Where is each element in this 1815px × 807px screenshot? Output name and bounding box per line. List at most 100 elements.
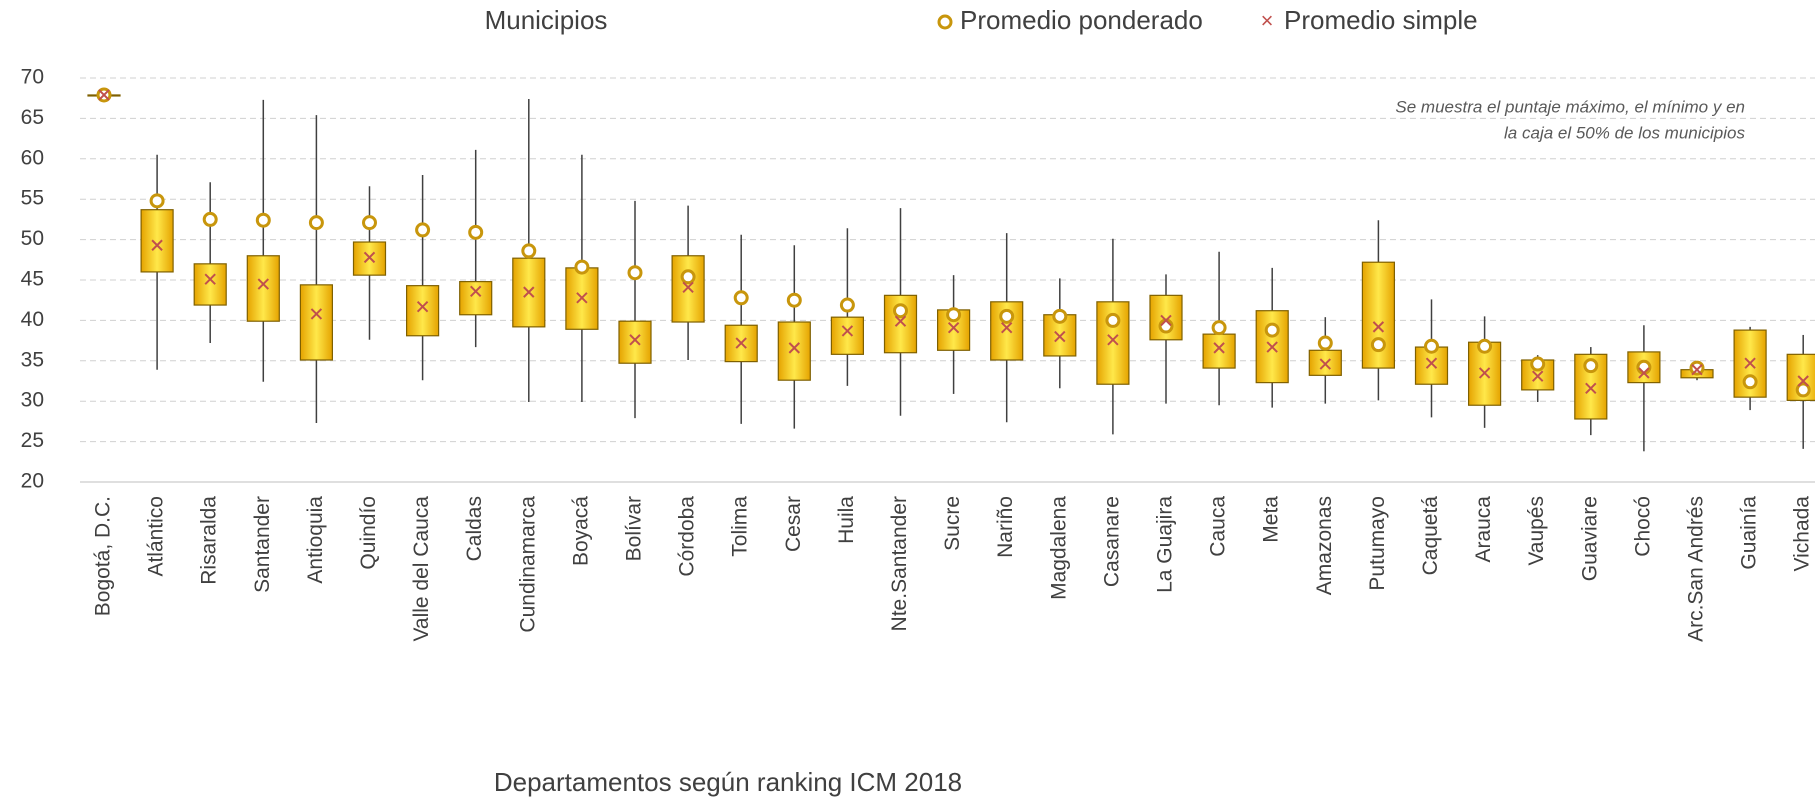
weighted-mean — [1477, 338, 1493, 354]
y-tick-label: 50 — [21, 227, 44, 250]
x-tick-label: Sucre — [941, 496, 964, 551]
box — [246, 255, 280, 322]
x-tick-label: Cesar — [782, 496, 805, 552]
simple-mean — [1691, 363, 1703, 376]
simple-mean — [416, 300, 429, 313]
x-tick-label: Bolívar — [623, 496, 646, 561]
box — [1361, 261, 1396, 369]
x-tick-label: Guaviare — [1578, 496, 1601, 581]
x-tick-label: Tolima — [729, 496, 752, 557]
y-tick-label: 70 — [21, 66, 44, 89]
x-tick-label: Risaralda — [198, 496, 221, 585]
x-tick-label: Guainía — [1738, 496, 1761, 570]
x-tick-label: Santander — [251, 496, 274, 593]
x-tick-label: Caquetá — [1419, 496, 1442, 576]
x-tick-label: Bogotá, D.C. — [92, 496, 115, 616]
annotation: la caja el 50% de los municipios — [1504, 123, 1745, 142]
x-tick-label: Antioquia — [304, 496, 327, 584]
plot-area: × 20 25 30 35 40 45 50 55 60 65 70 Bogotá, D.C. Atlán… — [21, 8, 1815, 642]
y-tick-label: 45 — [21, 268, 44, 291]
x-tick-label: Magdalena — [1047, 496, 1070, 600]
simple-mean — [682, 281, 694, 293]
legend-label: Promedio ponderado — [960, 5, 1203, 35]
x-tick-label: Arauca — [1472, 496, 1495, 563]
weighted-mean — [415, 222, 431, 238]
weighted-mean — [1583, 358, 1599, 374]
y-tick-label: 40 — [21, 308, 44, 331]
simple-mean — [98, 89, 110, 101]
box — [299, 284, 333, 361]
simple-mean — [735, 337, 747, 349]
weighted-mean — [362, 215, 377, 231]
simple-mean — [151, 239, 163, 251]
weighted-mean — [1264, 322, 1280, 338]
weighted-mean — [149, 193, 165, 209]
weighted-mean — [1317, 335, 1333, 351]
legend-label: Municipios — [485, 5, 608, 35]
weighted-mean — [574, 259, 590, 275]
x-tick-label: Cauca — [1207, 496, 1230, 557]
x-tick-label: Arc.San Andrés — [1685, 496, 1708, 642]
x-tick-label: Boyacá — [569, 496, 592, 566]
simple-mean — [1266, 341, 1278, 353]
weighted-mean — [786, 292, 802, 308]
box — [406, 285, 440, 337]
box — [140, 209, 174, 273]
x-tick-label: Atlántico — [145, 496, 168, 577]
simple-mean — [841, 325, 854, 337]
x-tick-label: Córdoba — [676, 496, 699, 577]
weighted-mean — [1742, 374, 1758, 390]
x-tick-label: Valle del Cauca — [410, 496, 433, 642]
legend-marker — [937, 14, 953, 30]
x-tick-label: Putumayo — [1366, 496, 1389, 591]
legend-label: Promedio simple — [1284, 5, 1478, 35]
weighted-mean — [1424, 338, 1439, 354]
simple-mean — [1744, 357, 1756, 369]
weighted-mean — [202, 211, 218, 227]
weighted-mean — [1105, 312, 1121, 328]
simple-mean — [1319, 358, 1332, 370]
simple-mean — [1160, 314, 1172, 327]
box — [618, 320, 652, 364]
weighted-mean — [521, 243, 537, 259]
x-tick-label: La Guajira — [1154, 496, 1177, 593]
weighted-mean — [1211, 320, 1227, 336]
weighted-mean — [999, 308, 1015, 324]
simple-mean — [310, 308, 323, 320]
y-tick-label: 55 — [21, 187, 44, 210]
simple-mean — [469, 285, 482, 298]
box — [777, 321, 811, 381]
simple-mean — [1585, 382, 1597, 394]
simple-mean — [788, 342, 801, 354]
box — [193, 263, 227, 306]
weighted-mean — [1689, 360, 1705, 376]
weighted-mean — [1158, 318, 1174, 334]
x-tick-label: Casanare — [1100, 496, 1123, 587]
weighted-mean — [1795, 382, 1811, 398]
x-tick-label: Caldas — [463, 496, 486, 561]
weighted-mean — [1370, 337, 1386, 353]
y-tick-label: 30 — [21, 389, 44, 412]
simple-mean — [1107, 334, 1119, 346]
simple-mean — [1054, 330, 1066, 343]
weighted-mean — [839, 297, 855, 313]
simple-mean — [947, 321, 960, 334]
weighted-mean — [1636, 359, 1652, 375]
annotation: Se muestra el puntaje máximo, el mínimo … — [1395, 97, 1745, 116]
x-tick-label: Amazonas — [1313, 496, 1336, 595]
y-tick-label: 35 — [21, 348, 44, 371]
weighted-mean — [680, 269, 696, 285]
simple-mean — [1372, 321, 1385, 333]
x-tick-label: Meta — [1260, 496, 1283, 543]
x-tick-label: Quindío — [357, 496, 380, 570]
simple-mean — [257, 278, 270, 290]
simple-mean — [1213, 342, 1225, 354]
x-tick-label: Nte.Santander — [888, 496, 911, 631]
weighted-mean — [893, 303, 908, 319]
simple-mean — [363, 251, 376, 264]
simple-mean — [523, 286, 535, 298]
weighted-mean — [627, 265, 643, 281]
weighted-mean — [308, 215, 324, 231]
simple-mean — [1425, 357, 1438, 369]
